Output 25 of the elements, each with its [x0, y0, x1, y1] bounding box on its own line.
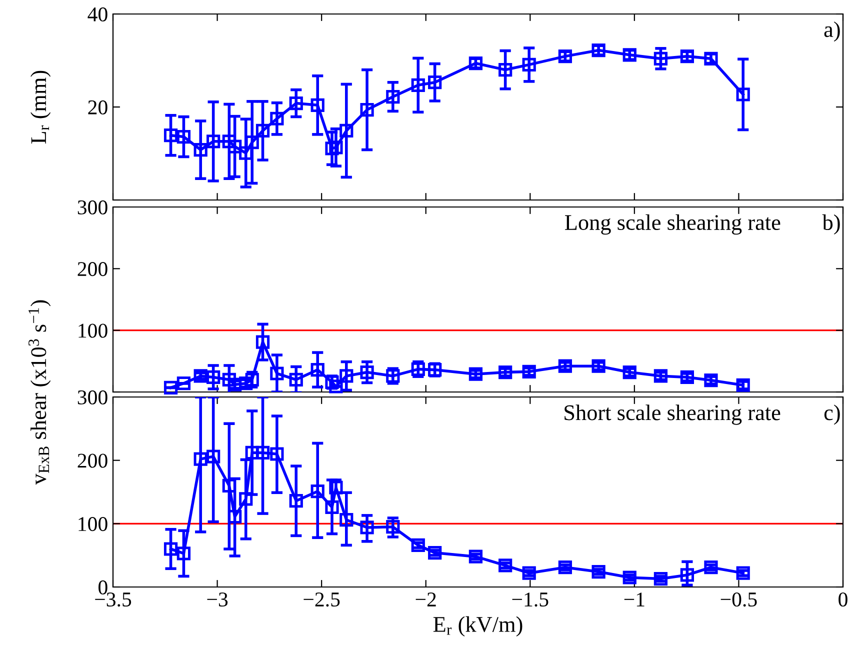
- x-tick-label: 0: [838, 592, 848, 607]
- x-tick-label: −1.5: [512, 592, 548, 607]
- annotation: b): [822, 214, 840, 235]
- annotation: c): [824, 404, 840, 425]
- y-tick-label: 100: [78, 324, 108, 338]
- x-tick-label: −0.5: [720, 592, 757, 607]
- y-tick-label: 100: [78, 517, 108, 532]
- x-tick-label: −2.5: [304, 592, 340, 607]
- y-tick-label: 200: [78, 262, 108, 276]
- y-tick-label: 300: [78, 390, 108, 404]
- x-tick-label: −2: [416, 592, 436, 606]
- annotation: Long scale shearing rate: [565, 214, 780, 235]
- annotation: Short scale shearing rate: [564, 404, 780, 425]
- y-tick-label: 200: [78, 454, 108, 468]
- x-tick-label: −1: [624, 592, 644, 606]
- y-axis-title: L$_{r}$ (mm): [30, 70, 51, 144]
- y-axis-title: v$_{ExB}$ shear (x10$^{3}$ s$^{−1}$): [28, 300, 51, 485]
- y-tick-label: 300: [78, 200, 108, 214]
- x-tick-label: −3: [207, 592, 228, 607]
- y-tick-label: 40: [88, 7, 108, 22]
- y-tick-label: 0: [98, 580, 108, 594]
- x-axis-title: E$_{r}$ (kV/m): [433, 616, 522, 636]
- x-tick-label: −3.5: [95, 592, 132, 607]
- annotation: a): [824, 21, 840, 42]
- y-tick-label: 20: [88, 100, 108, 114]
